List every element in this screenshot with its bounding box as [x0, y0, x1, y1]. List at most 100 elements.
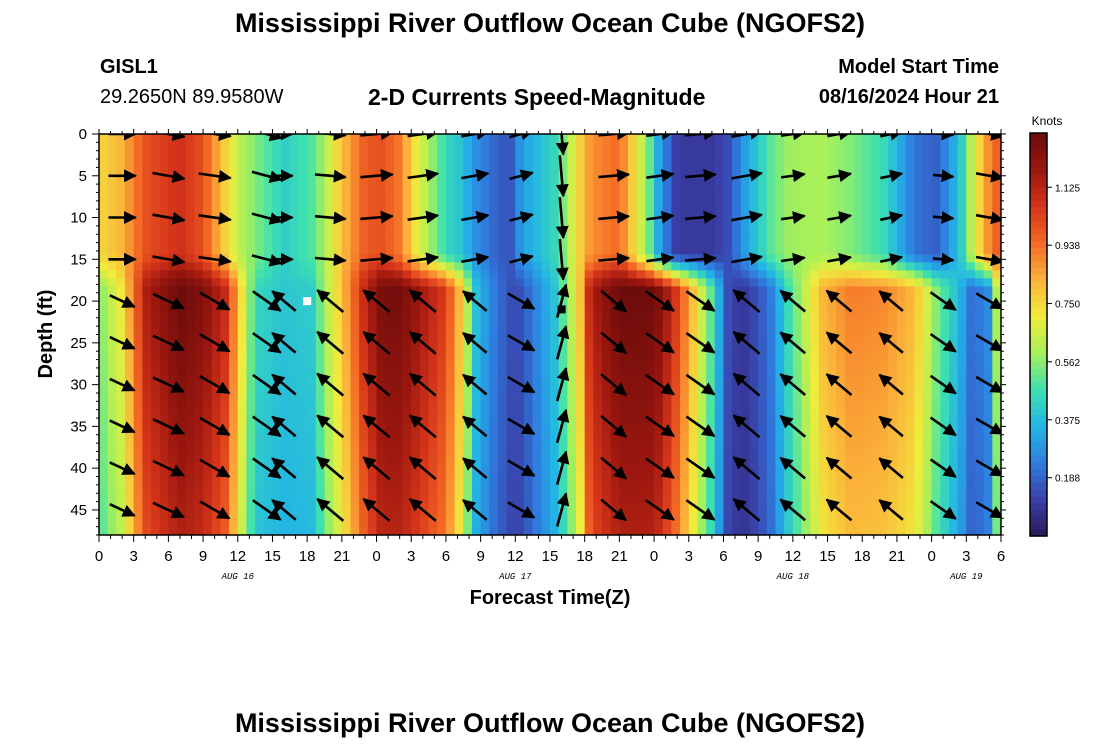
heatmap-cell: [931, 342, 941, 352]
heatmap-cell: [237, 246, 248, 255]
heatmap-cell: [940, 438, 950, 448]
heatmap-cell: [792, 270, 803, 279]
heatmap-cell: [558, 510, 568, 520]
heatmap-cell: [411, 246, 421, 255]
heatmap-cell: [185, 166, 195, 175]
heatmap-cell: [836, 430, 846, 440]
heatmap-cell: [133, 182, 143, 191]
heatmap-cell: [749, 422, 759, 432]
heatmap-cell: [194, 294, 204, 304]
heatmap-cell: [888, 478, 898, 488]
heatmap-cell: [289, 222, 300, 231]
heatmap-cell: [576, 270, 586, 279]
heatmap-cell: [125, 318, 135, 328]
heatmap-cell: [255, 414, 265, 424]
heatmap-cell: [142, 246, 152, 255]
heatmap-cell: [749, 190, 759, 199]
heatmap-cell: [402, 190, 412, 199]
heatmap-cell: [159, 278, 169, 287]
heatmap-cell: [870, 422, 881, 432]
heatmap-cell: [272, 222, 282, 231]
heatmap-cell: [315, 422, 326, 432]
heatmap-cell: [281, 222, 291, 231]
heatmap-cell: [393, 518, 404, 528]
heatmap-cell: [359, 326, 369, 336]
heatmap-cell: [732, 342, 742, 352]
heatmap-cell: [636, 294, 646, 304]
heatmap-cell: [584, 230, 594, 239]
heatmap-cell: [367, 518, 378, 528]
heatmap-cell: [185, 342, 195, 352]
heatmap-cell: [853, 222, 863, 231]
heatmap-cell: [593, 206, 603, 215]
heatmap-cell: [853, 518, 863, 528]
heatmap-cell: [151, 462, 161, 472]
heatmap-cell: [385, 494, 395, 504]
heatmap-cell: [680, 366, 690, 376]
heatmap-cell: [532, 238, 542, 247]
heatmap-cell: [758, 358, 768, 368]
heatmap-cell: [905, 518, 915, 528]
heatmap-cell: [662, 142, 673, 151]
heatmap-cell: [428, 358, 438, 368]
heatmap-cell: [506, 350, 516, 360]
heatmap-cell: [740, 166, 751, 175]
heatmap-cell: [497, 310, 508, 320]
heatmap-cell: [107, 134, 117, 143]
heatmap-cell: [203, 150, 213, 159]
heatmap-cell: [532, 422, 542, 432]
heatmap-cell: [888, 430, 898, 440]
heatmap-cell: [168, 190, 178, 199]
heatmap-cell: [827, 518, 837, 528]
heatmap-cell: [298, 526, 308, 535]
heatmap-cell: [602, 526, 612, 535]
heatmap-cell: [393, 294, 404, 304]
heatmap-cell: [541, 198, 551, 207]
heatmap-cell: [445, 326, 456, 336]
heatmap-cell: [341, 454, 352, 464]
heatmap-cell: [437, 470, 447, 480]
heatmap-cell: [263, 238, 274, 247]
heatmap-cell: [810, 198, 820, 207]
heatmap-cell: [246, 446, 256, 456]
heatmap-cell: [350, 166, 360, 175]
heatmap-cell: [732, 150, 742, 159]
heatmap-cell: [732, 390, 742, 400]
heatmap-cell: [940, 198, 950, 207]
heatmap-cell: [272, 158, 282, 167]
heatmap-cell: [445, 462, 456, 472]
heatmap-cell: [723, 358, 733, 368]
heatmap-cell: [133, 318, 143, 328]
heatmap-cell: [922, 198, 933, 207]
heatmap-cell: [792, 454, 803, 464]
heatmap-cell: [255, 246, 265, 255]
heatmap-cell: [853, 286, 863, 295]
heatmap-cell: [402, 254, 412, 263]
heatmap-cell: [714, 526, 725, 535]
heatmap-cell: [367, 262, 378, 271]
heatmap-cell: [246, 478, 256, 488]
heatmap-cell: [706, 206, 716, 215]
heatmap-cell: [237, 438, 248, 448]
heatmap-cell: [870, 526, 881, 535]
heatmap-cell: [576, 134, 586, 143]
heatmap-cell: [723, 222, 733, 231]
heatmap-cell: [853, 406, 863, 416]
heatmap-cell: [818, 254, 829, 263]
heatmap-cell: [697, 334, 707, 344]
heatmap-cell: [836, 390, 846, 400]
heatmap-cell: [229, 134, 239, 143]
heatmap-cell: [307, 470, 317, 480]
heatmap-cell: [628, 198, 638, 207]
heatmap-cell: [740, 406, 751, 416]
heatmap-cell: [350, 262, 360, 271]
heatmap-cell: [463, 262, 473, 271]
heatmap-cell: [602, 494, 612, 504]
heatmap-cell: [489, 310, 499, 320]
heatmap-cell: [211, 390, 222, 400]
heatmap-cell: [862, 198, 872, 207]
heatmap-cell: [853, 438, 863, 448]
heatmap-cell: [211, 454, 222, 464]
heatmap-cell: [350, 238, 360, 247]
heatmap-cell: [376, 262, 386, 271]
